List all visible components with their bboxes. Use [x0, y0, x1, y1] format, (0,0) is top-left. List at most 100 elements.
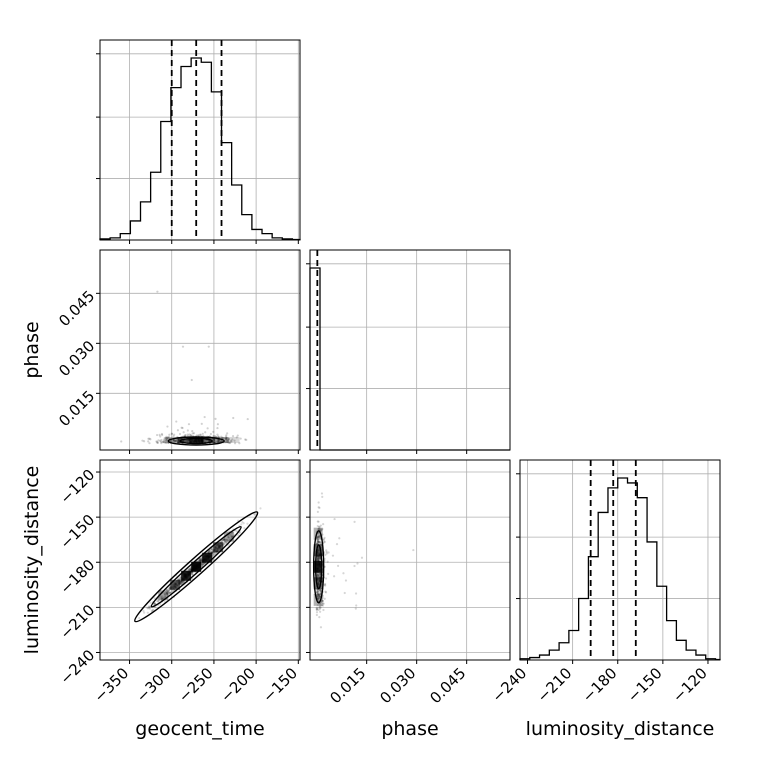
scatter-point [317, 535, 320, 539]
scatter-point [227, 536, 230, 539]
panel-frame [309, 459, 511, 661]
scatter-point [225, 437, 228, 440]
scatter-point [319, 527, 322, 530]
scatter-point [326, 560, 329, 563]
scatter-point [222, 538, 225, 541]
scatter-point [331, 554, 335, 557]
scatter-point [163, 438, 166, 441]
scatter-point [175, 439, 178, 442]
scatter-point [222, 542, 225, 545]
scatter-point [321, 599, 324, 603]
scatter-point [317, 540, 320, 543]
scatter-point [211, 547, 214, 550]
scatter-point [189, 567, 192, 570]
scatter-point [181, 580, 184, 583]
scatter-point [155, 433, 159, 437]
scatter-point [152, 608, 155, 612]
scatter-point [147, 606, 151, 609]
scatter-point [318, 558, 321, 561]
scatter-point [230, 535, 233, 538]
scatter-point [327, 572, 330, 575]
scatter-point [220, 435, 223, 438]
scatter-point [317, 540, 320, 543]
scatter-point [214, 435, 217, 438]
scatter-point [322, 523, 325, 526]
scatter-point [155, 599, 158, 602]
scatter-point [318, 607, 322, 610]
scatter-point [319, 541, 322, 544]
ytick-label-luminosity_distance: −120 [57, 466, 99, 508]
scatter-point [226, 536, 230, 539]
scatter-point [170, 439, 173, 443]
contour-inner [150, 525, 242, 608]
scatter-point [319, 572, 322, 575]
scatter-point [160, 438, 163, 442]
scatter-point [165, 592, 169, 595]
scatter-point [164, 593, 167, 596]
density-cell [313, 577, 323, 590]
scatter-point [209, 432, 213, 436]
scatter-point [186, 429, 189, 432]
scatter-point [165, 592, 168, 595]
xtick-label-luminosity_distance: −210 [534, 664, 576, 706]
scatter-point [321, 495, 324, 499]
xtick-label-phase: 0.015 [326, 664, 369, 707]
scatter-point [324, 582, 327, 586]
scatter-point [207, 550, 211, 553]
scatter-point [217, 440, 220, 443]
scatter-point [323, 597, 326, 600]
density-cell [313, 544, 323, 557]
scatter-point [315, 542, 318, 545]
scatter-point [151, 608, 154, 611]
scatter-point [153, 597, 156, 600]
scatter-point [316, 596, 319, 599]
scatter-point [324, 591, 328, 594]
scatter-point [189, 566, 192, 569]
scatter-point [321, 599, 324, 602]
scatter-point [175, 439, 178, 443]
scatter-point [159, 440, 163, 443]
scatter-point [216, 426, 219, 430]
scatter-point [191, 432, 194, 435]
scatter-point [165, 588, 168, 591]
density-cell [164, 437, 179, 443]
scatter-point [325, 552, 328, 555]
scatter-point [317, 608, 320, 612]
scatter-point [317, 535, 320, 538]
scatter-point [179, 576, 182, 579]
scatter-point [244, 438, 247, 441]
scatter-point [323, 540, 326, 543]
scatter-point [316, 604, 319, 607]
scatter-point [164, 595, 167, 598]
scatter-point [180, 426, 183, 429]
scatter-point [160, 441, 163, 445]
scatter-point [183, 580, 186, 583]
scatter-point [318, 540, 321, 543]
scatter-point [320, 528, 323, 531]
scatter-point [163, 441, 166, 444]
density-cell [214, 437, 229, 443]
panel-1-1-axes [306, 249, 511, 454]
scatter-point [317, 556, 320, 560]
scatter-point [162, 441, 166, 444]
scatter-point [157, 600, 160, 603]
scatter-point [216, 438, 220, 442]
scatter-point [324, 577, 328, 580]
histogram-luminosity_distance [519, 477, 721, 661]
scatter-point [146, 606, 149, 609]
scatter-point [164, 591, 167, 594]
scatter-point [325, 549, 328, 552]
scatter-point [161, 433, 164, 437]
scatter-luminosity-vs-phase [312, 492, 415, 629]
scatter-point [219, 439, 222, 443]
scatter-point [317, 593, 320, 596]
scatter-point [163, 593, 166, 596]
scatter-point [198, 558, 201, 562]
scatter-point [210, 548, 213, 551]
scatter-point [315, 611, 319, 614]
scatter-point [165, 589, 168, 592]
scatter-point [150, 609, 153, 613]
scatter-point [171, 432, 174, 436]
scatter-point [360, 556, 364, 559]
scatter-point [319, 529, 323, 532]
